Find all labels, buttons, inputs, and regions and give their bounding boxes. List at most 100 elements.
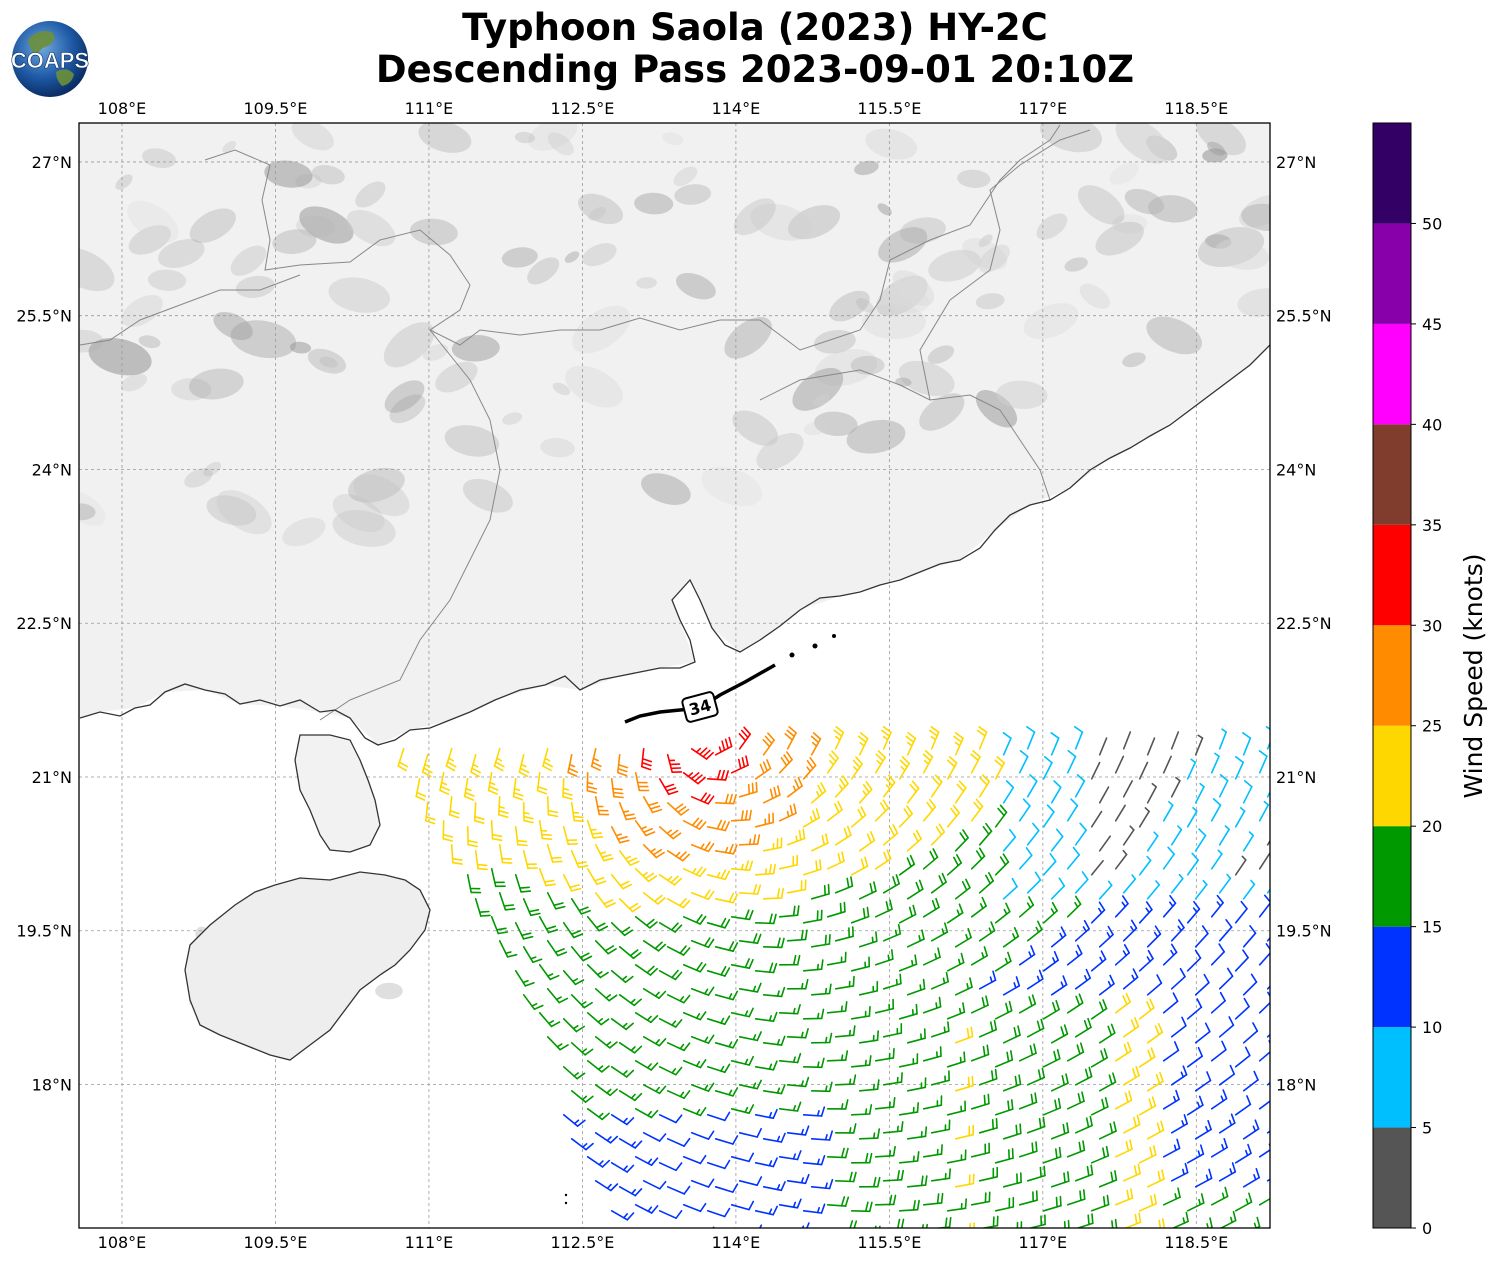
wind-barb bbox=[738, 726, 752, 750]
wind-barb bbox=[1194, 734, 1204, 756]
wind-barb bbox=[1242, 973, 1258, 996]
wind-barb bbox=[538, 819, 553, 841]
wind-barb bbox=[1098, 880, 1113, 900]
lon-tick-label-bottom: 114°E bbox=[712, 1233, 761, 1252]
wind-barb bbox=[858, 1176, 881, 1188]
wind-barb bbox=[1002, 926, 1020, 948]
terrain-blob bbox=[928, 249, 981, 282]
wind-barb bbox=[634, 771, 650, 792]
wind-barb bbox=[634, 1060, 659, 1071]
wind-barb bbox=[618, 849, 640, 867]
wind-barb bbox=[1090, 1097, 1109, 1116]
wind-barb bbox=[754, 812, 775, 828]
wind-barb bbox=[448, 795, 460, 819]
terrain-blob bbox=[347, 467, 405, 503]
wind-barb bbox=[778, 751, 793, 774]
wind-barb bbox=[618, 993, 642, 1007]
wind-barb bbox=[594, 1084, 618, 1097]
terrain-blob bbox=[854, 160, 879, 176]
terrain-blob bbox=[846, 419, 906, 454]
wind-barb bbox=[594, 987, 618, 1002]
wind-barb bbox=[666, 993, 691, 1004]
wind-barb bbox=[474, 849, 489, 871]
wind-barb bbox=[754, 1060, 778, 1071]
terrain-blob bbox=[514, 131, 535, 144]
wind-barb bbox=[546, 1036, 569, 1051]
wind-barb bbox=[778, 803, 797, 822]
wind-barb bbox=[470, 753, 482, 778]
wind-barb bbox=[690, 1178, 715, 1188]
wind-barb bbox=[1265, 725, 1270, 750]
colorbar-bin bbox=[1373, 524, 1411, 626]
wind-barb bbox=[498, 843, 513, 864]
terrain-blob bbox=[756, 432, 804, 471]
wind-barb bbox=[610, 873, 633, 890]
map-panel: 34 bbox=[78, 122, 1271, 1229]
wind-barb bbox=[1027, 1214, 1046, 1228]
wind-barb bbox=[898, 854, 916, 876]
wind-barb bbox=[778, 1150, 802, 1161]
wind-barb bbox=[512, 777, 524, 801]
wind-barb bbox=[642, 1132, 667, 1142]
wind-barb bbox=[762, 1132, 786, 1143]
storm-marker: 34 bbox=[681, 691, 719, 723]
wind-barb bbox=[978, 1166, 999, 1182]
wind-barb bbox=[857, 731, 869, 756]
wind-barb bbox=[658, 1114, 683, 1124]
wind-barb bbox=[898, 756, 911, 780]
wind-barb bbox=[1242, 731, 1252, 756]
wind-barb bbox=[1258, 991, 1270, 1014]
wind-barb bbox=[1138, 855, 1152, 876]
wind-barb bbox=[1146, 1169, 1165, 1188]
wind-barb bbox=[1242, 1168, 1260, 1188]
terrain-blob bbox=[850, 355, 885, 375]
terrain-blob bbox=[418, 123, 472, 153]
lon-tick-label-top: 111°E bbox=[405, 99, 454, 118]
wind-barb bbox=[906, 1028, 926, 1044]
wind-barb bbox=[714, 1087, 739, 1097]
wind-barb bbox=[714, 1038, 739, 1049]
wind-barb bbox=[738, 1031, 762, 1042]
terrain-blob bbox=[311, 165, 345, 185]
wind-barb bbox=[786, 776, 803, 798]
wind-barb bbox=[1218, 825, 1230, 846]
wind-barb bbox=[954, 927, 972, 948]
terrain-blob bbox=[319, 356, 338, 368]
wind-barb bbox=[658, 873, 683, 886]
wind-barb bbox=[906, 1175, 928, 1188]
terrain-blob bbox=[184, 468, 213, 488]
wind-barb bbox=[1194, 1022, 1211, 1044]
wind-barb bbox=[906, 829, 922, 852]
wind-barb bbox=[618, 1138, 643, 1149]
wind-barb bbox=[1018, 994, 1037, 1014]
terrain-blob bbox=[79, 503, 96, 521]
wind-barb bbox=[754, 962, 778, 974]
wind-barb bbox=[610, 969, 634, 984]
wind-barb bbox=[666, 1185, 691, 1195]
wind-barb bbox=[930, 1021, 950, 1038]
wind-barb bbox=[786, 978, 809, 990]
wind-barb bbox=[1146, 1022, 1164, 1044]
wind-barb bbox=[802, 1057, 825, 1069]
wind-barb bbox=[1122, 1066, 1140, 1086]
wind-barb bbox=[754, 1205, 779, 1216]
terrain-blob bbox=[88, 338, 152, 376]
wind-barb bbox=[778, 1003, 801, 1015]
wind-barb bbox=[1234, 755, 1244, 780]
wind-barb bbox=[922, 848, 939, 870]
colorbar-bin bbox=[1373, 826, 1411, 927]
wind-barb bbox=[682, 1154, 707, 1165]
wind-barb bbox=[522, 801, 534, 824]
wind-barb bbox=[970, 847, 986, 870]
wind-barb bbox=[1170, 873, 1184, 894]
wind-barb bbox=[730, 958, 754, 970]
wind-barb bbox=[594, 795, 610, 816]
terrain-blob bbox=[230, 320, 297, 359]
wind-barb bbox=[594, 843, 614, 862]
wind-barb bbox=[706, 1207, 731, 1218]
terrain-blob bbox=[540, 438, 575, 458]
terrain-blob bbox=[892, 270, 935, 306]
wind-barb bbox=[706, 965, 731, 977]
wind-barb bbox=[610, 1210, 635, 1221]
wind-barb bbox=[1018, 749, 1029, 774]
